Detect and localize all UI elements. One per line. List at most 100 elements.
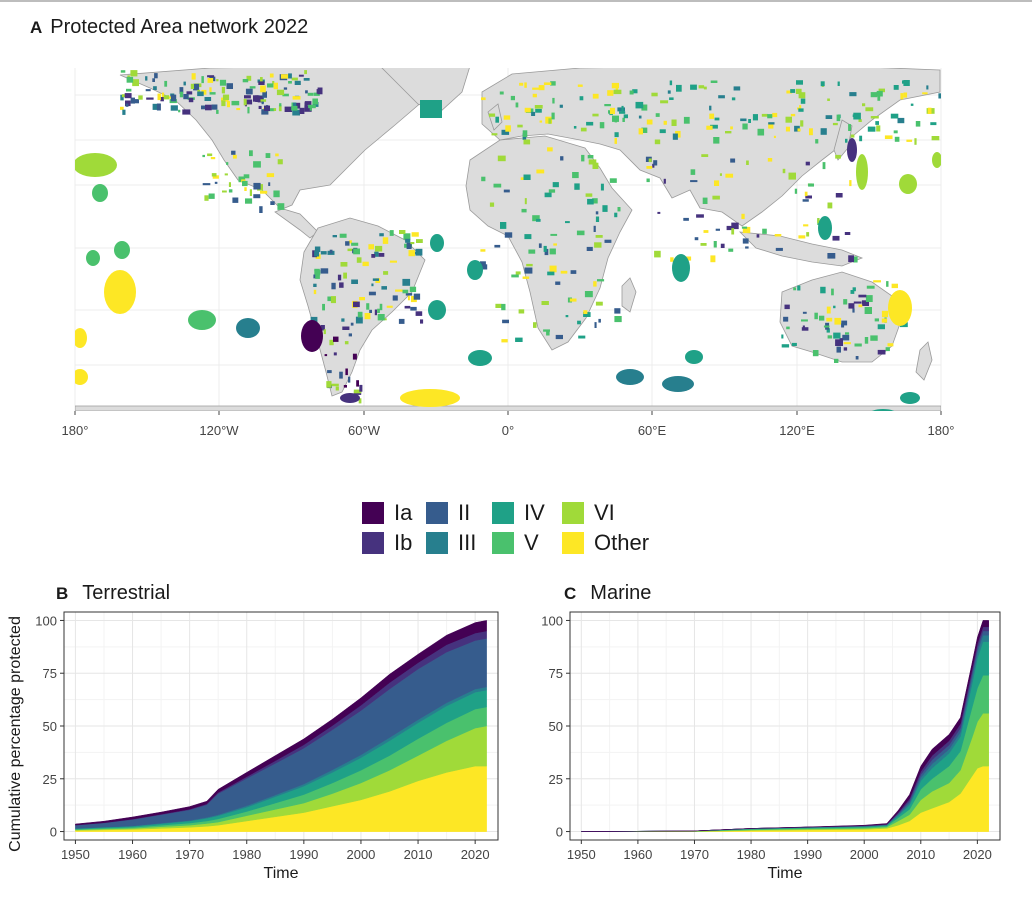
protected-area-patch <box>207 75 215 78</box>
protected-area-patch <box>552 182 559 188</box>
protected-area-patch <box>544 248 549 256</box>
protected-area-patch <box>359 297 365 301</box>
protected-area-patch <box>405 238 411 243</box>
protected-area-patch <box>269 73 274 78</box>
protected-area-patch <box>228 182 231 187</box>
protected-area-patch <box>843 342 851 345</box>
protected-area-patch <box>742 123 748 130</box>
protected-area-patch <box>870 116 879 119</box>
protected-area-patch <box>586 246 593 251</box>
protected-area-patch <box>254 162 257 165</box>
protected-area-patch <box>592 162 599 169</box>
protected-area-patch <box>873 280 881 283</box>
protected-area-patch <box>614 132 619 138</box>
protected-area-patch <box>611 82 619 89</box>
marine-protected-area <box>467 260 483 280</box>
protected-area-patch <box>870 92 878 98</box>
protected-area-patch <box>303 78 310 81</box>
protected-area-patch <box>245 198 253 204</box>
protected-area-patch <box>878 88 885 93</box>
protected-area-patch <box>852 308 855 313</box>
map-longitude-label: 180° <box>62 423 89 438</box>
protected-area-patch <box>216 79 219 82</box>
protected-area-patch <box>890 113 899 119</box>
protected-area-patch <box>364 313 371 320</box>
protected-area-patch <box>383 271 389 275</box>
protected-area-patch <box>179 87 184 94</box>
protected-area-patch <box>522 276 530 279</box>
protected-area-patch <box>800 120 804 127</box>
protected-area-patch <box>152 103 159 110</box>
legend-label: V <box>524 530 539 555</box>
marine-protected-area <box>75 369 88 385</box>
protected-area-patch <box>604 239 612 243</box>
protected-area-patch <box>835 339 843 346</box>
protected-area-patch <box>748 119 751 123</box>
protected-area-patch <box>236 108 241 111</box>
protected-area-patch <box>841 320 848 326</box>
protected-area-patch <box>343 272 347 279</box>
protected-area-patch <box>170 94 177 102</box>
protected-area-patch <box>156 103 161 111</box>
protected-area-patch <box>570 270 577 274</box>
protected-area-patch <box>331 383 339 387</box>
protected-area-patch <box>351 279 358 284</box>
protected-area-patch <box>313 283 317 287</box>
protected-area-patch <box>756 234 760 238</box>
protected-area-patch <box>405 293 413 296</box>
protected-area-patch <box>275 153 279 157</box>
protected-area-patch <box>389 230 394 236</box>
protected-area-patch <box>820 81 825 87</box>
x-tick-label: 2000 <box>346 847 375 862</box>
protected-area-patch <box>805 161 810 166</box>
protected-area-patch <box>389 260 397 263</box>
protected-area-patch <box>291 105 298 111</box>
protected-area-patch <box>161 92 165 99</box>
panel-b-letter: B <box>56 584 69 603</box>
protected-area-patch <box>253 182 261 190</box>
protected-area-patch <box>320 325 325 331</box>
protected-area-patch <box>209 87 212 93</box>
marine-protected-area <box>75 328 87 348</box>
protected-area-patch <box>197 89 201 93</box>
protected-area-patch <box>255 95 259 102</box>
protected-area-patch <box>560 156 564 161</box>
protected-area-patch <box>826 328 830 333</box>
protected-area-patch <box>371 283 374 287</box>
protected-area-patch <box>524 198 527 205</box>
protected-area-patch <box>584 291 593 298</box>
protected-area-patch <box>278 105 282 112</box>
protected-area-patch <box>327 296 332 302</box>
protected-area-patch <box>602 205 608 212</box>
protected-area-patch <box>222 190 227 193</box>
protected-area-patch <box>886 281 889 287</box>
protected-area-patch <box>881 310 889 318</box>
legend-item: V <box>492 530 539 556</box>
protected-area-patch <box>831 288 834 296</box>
protected-area-patch <box>646 166 653 169</box>
protected-area-patch <box>369 309 372 313</box>
protected-area-patch <box>221 100 226 107</box>
protected-area-patch <box>544 192 552 198</box>
protected-area-patch <box>188 97 194 103</box>
protected-area-patch <box>671 119 677 126</box>
protected-area-patch <box>623 114 628 119</box>
protected-area-patch <box>201 89 207 95</box>
protected-area-patch <box>132 79 139 87</box>
protected-area-patch <box>408 250 415 257</box>
protected-area-patch <box>280 74 289 79</box>
protected-area-patch <box>157 93 161 101</box>
protected-area-patch <box>343 385 347 388</box>
protected-area-patch <box>800 98 806 104</box>
protected-area-patch <box>406 242 412 249</box>
protected-area-patch <box>244 99 253 105</box>
protected-area-patch <box>524 234 532 240</box>
protected-area-patch <box>253 194 261 199</box>
protected-area-patch <box>249 150 253 157</box>
protected-area-patch <box>745 246 749 249</box>
protected-area-patch <box>794 125 800 132</box>
protected-area-patch <box>355 316 363 324</box>
protected-area-patch <box>594 242 602 248</box>
map-longitude-label: 60°E <box>638 423 667 438</box>
protected-area-patch <box>714 180 720 186</box>
